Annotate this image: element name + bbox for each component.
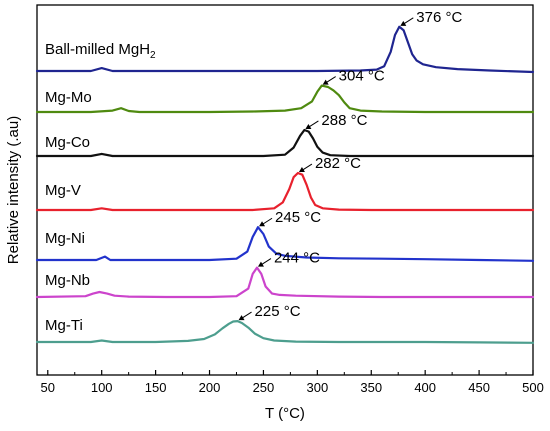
x-tick-label: 450 bbox=[468, 380, 490, 395]
peak-label: 304 °C bbox=[339, 68, 385, 85]
peak-arrow-head bbox=[238, 315, 245, 321]
curve-mg-nb bbox=[35, 266, 535, 299]
x-axis-title: T (°C) bbox=[265, 405, 305, 422]
peak-arrow-head bbox=[259, 221, 266, 227]
x-tick-label: 400 bbox=[414, 380, 436, 395]
peak-arrow-head bbox=[298, 167, 305, 173]
series-label: Mg-V bbox=[45, 182, 81, 199]
peak-arrow-head bbox=[257, 261, 264, 267]
peak-label: 376 °C bbox=[416, 9, 462, 26]
peak-arrow-head bbox=[305, 123, 312, 129]
series-labels-group: Ball-milled MgH2 Mg-Mo Mg-Co Mg-V Mg-Ni Mg-Nb… bbox=[45, 41, 156, 334]
peak-label: 225 °C bbox=[255, 303, 301, 320]
peak-arrow-head bbox=[322, 79, 329, 85]
x-tick-label: 500 bbox=[522, 380, 544, 395]
curve-mg-mo bbox=[35, 84, 535, 114]
curve-mg-co bbox=[35, 128, 535, 158]
series-label: Mg-Ni bbox=[45, 230, 85, 247]
series-label: Mg-Nb bbox=[45, 272, 90, 289]
peak-label: 245 °C bbox=[275, 209, 321, 226]
x-tick-label: 350 bbox=[360, 380, 382, 395]
y-axis-title: Relative intensity (.au) bbox=[5, 116, 22, 264]
plot-frame bbox=[36, 4, 534, 376]
x-tick-label: 150 bbox=[145, 380, 167, 395]
series-label: Mg-Co bbox=[45, 134, 90, 151]
peak-label: 244 °C bbox=[274, 250, 320, 267]
curve-mg-ti bbox=[35, 320, 535, 344]
curve-mg-v bbox=[35, 171, 535, 212]
peak-arrow-head bbox=[400, 20, 407, 26]
series-label: Ball-milled MgH2 bbox=[45, 41, 156, 61]
x-tick-label: 250 bbox=[253, 380, 275, 395]
curve-mg-ni bbox=[35, 226, 535, 262]
x-tick-label: 200 bbox=[199, 380, 221, 395]
peak-label: 282 °C bbox=[315, 155, 361, 172]
x-axis: 50 100 150 200 250 300 350 400 450 500 bbox=[41, 370, 544, 395]
peak-annotations-group: 376 °C 304 °C 288 °C 282 °C 245 °C 244 °C 225 … bbox=[238, 9, 462, 321]
x-tick-label: 100 bbox=[91, 380, 113, 395]
x-tick-label: 50 bbox=[41, 380, 55, 395]
series-label: Mg-Mo bbox=[45, 89, 92, 106]
curve-ball-milled-mgh2 bbox=[35, 25, 535, 74]
x-tick-label: 300 bbox=[306, 380, 328, 395]
series-label: Mg-Ti bbox=[45, 317, 83, 334]
curves-group bbox=[35, 25, 535, 344]
peak-label: 288 °C bbox=[321, 112, 367, 129]
